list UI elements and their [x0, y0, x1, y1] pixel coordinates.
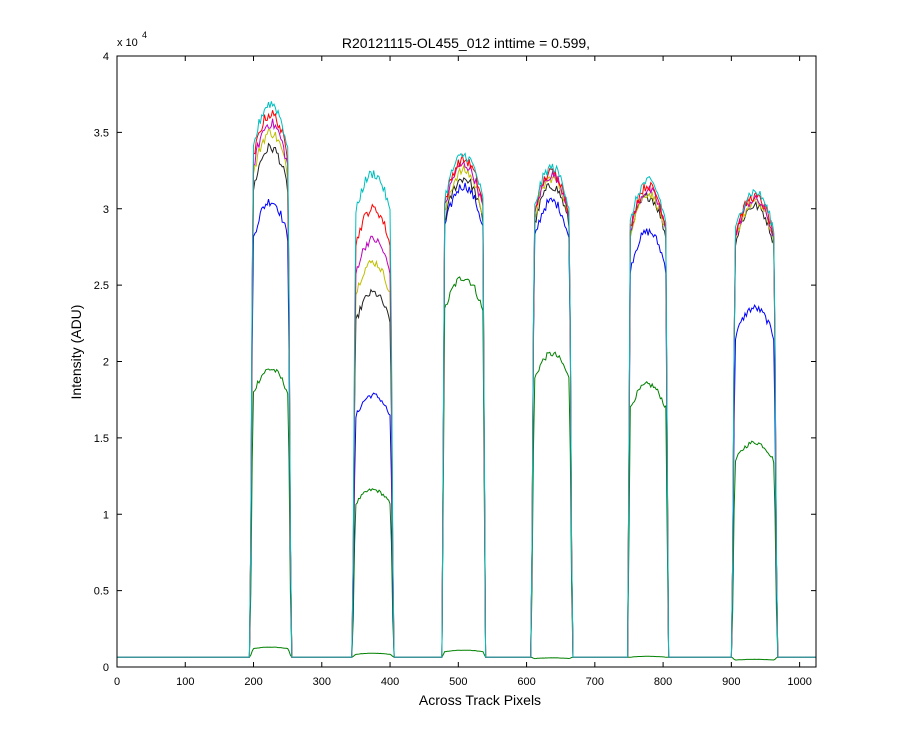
x-tick-label: 700 [586, 676, 604, 688]
x-tick-label: 800 [654, 676, 672, 688]
series-layer [117, 101, 816, 661]
x-tick-label: 1000 [787, 676, 811, 688]
y-tick-label: 2.5 [94, 280, 109, 292]
x-tick-label: 600 [517, 676, 535, 688]
series-line [117, 101, 816, 658]
y-tick-label: 3 [103, 204, 109, 216]
chart-title: R20121115-OL455_012 inttime = 0.599, [342, 35, 590, 51]
x-tick-label: 300 [313, 676, 331, 688]
y-tick-label: 0 [103, 662, 109, 674]
x-tick-label: 900 [722, 676, 740, 688]
plot-area [117, 56, 816, 667]
y-axis-label: Intensity (ADU) [68, 305, 84, 400]
y-multiplier-label: x 10 [117, 37, 138, 49]
x-tick-label: 0 [114, 676, 120, 688]
y-tick-label: 1 [103, 509, 109, 521]
y-multiplier-exponent: 4 [142, 30, 147, 40]
y-tick-label: 0.5 [94, 586, 109, 598]
x-tick-label: 200 [244, 676, 262, 688]
x-tick-label: 100 [176, 676, 194, 688]
y-tick-label: 1.5 [94, 433, 109, 445]
x-tick-label: 500 [449, 676, 467, 688]
x-axis-label: Across Track Pixels [419, 692, 541, 708]
x-tick-label: 400 [381, 676, 399, 688]
y-tick-label: 3.5 [94, 127, 109, 139]
x-axis: 0 100 200 300 400 500 600 700 800 900 1000 [114, 56, 812, 688]
y-tick-label: 2 [103, 357, 109, 369]
y-axis: 0 0.5 1 1.5 2 2.5 3 3.5 4 [94, 51, 816, 674]
y-tick-label: 4 [103, 51, 109, 63]
